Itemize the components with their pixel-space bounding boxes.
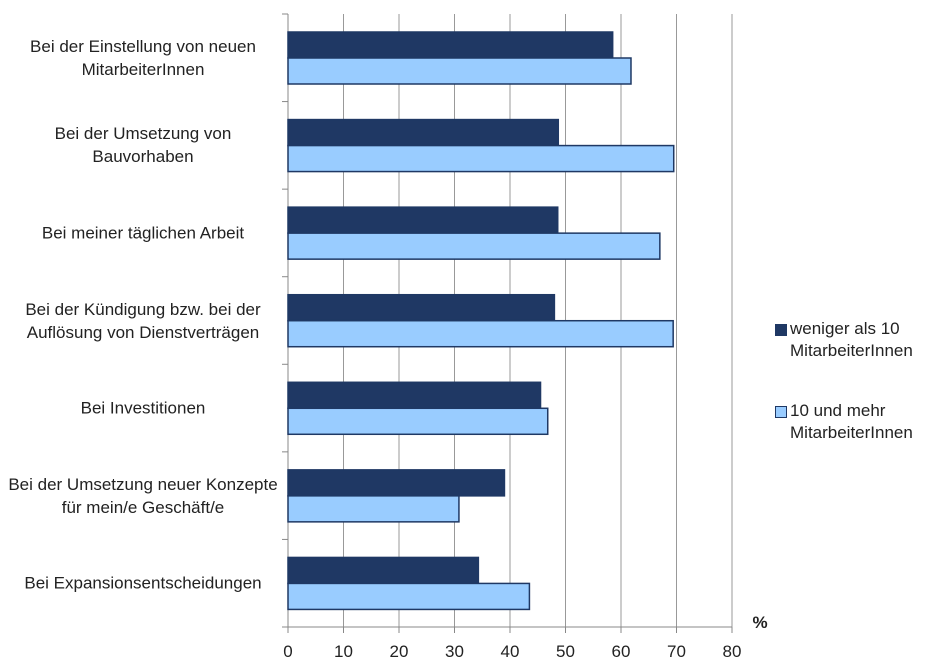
y-tick-label: Bei der Einstellung von neuen Mitarbeite… bbox=[30, 36, 256, 79]
bar bbox=[287, 319, 674, 348]
x-axis-label: % bbox=[752, 613, 767, 632]
bar bbox=[287, 144, 675, 173]
x-tick-label: 80 bbox=[723, 642, 742, 661]
x-tick-label: 30 bbox=[445, 642, 464, 661]
bar bbox=[287, 118, 560, 147]
x-tick-label: 40 bbox=[501, 642, 520, 661]
legend-swatch bbox=[775, 406, 787, 418]
bar bbox=[287, 232, 661, 260]
x-tick-label: 20 bbox=[390, 642, 409, 661]
y-tick-label: Bei Expansionsentscheidungen bbox=[24, 573, 262, 593]
bar bbox=[287, 381, 542, 410]
x-tick-label: 50 bbox=[556, 642, 575, 661]
legend-label: weniger als 10 MitarbeiterInnen bbox=[790, 319, 913, 360]
legend-swatch bbox=[775, 324, 787, 336]
y-tick-label: Bei meiner täglichen Arbeit bbox=[41, 223, 245, 243]
bar bbox=[287, 582, 531, 611]
bar bbox=[287, 495, 460, 523]
bar bbox=[287, 206, 559, 234]
y-tick-label: Bei der Umsetzung von Bauvorhaben bbox=[54, 124, 232, 167]
bar bbox=[287, 293, 556, 322]
bar bbox=[287, 469, 506, 497]
bar bbox=[287, 407, 549, 436]
x-tick-label: 70 bbox=[667, 642, 686, 661]
bar bbox=[287, 31, 614, 59]
y-tick-label: Bei der Umsetzung neuer Konzepte für mei… bbox=[8, 474, 278, 517]
bar bbox=[287, 57, 632, 85]
x-tick-label: 0 bbox=[283, 642, 292, 661]
x-tick-label: 10 bbox=[334, 642, 353, 661]
x-tick-label: 60 bbox=[612, 642, 631, 661]
bar bbox=[287, 556, 480, 585]
legend-label: 10 und mehr MitarbeiterInnen bbox=[790, 401, 913, 442]
y-tick-label: Bei der Kündigung bzw. bei der Auflösung… bbox=[25, 299, 261, 342]
y-tick-label: Bei Investitionen bbox=[80, 398, 206, 418]
